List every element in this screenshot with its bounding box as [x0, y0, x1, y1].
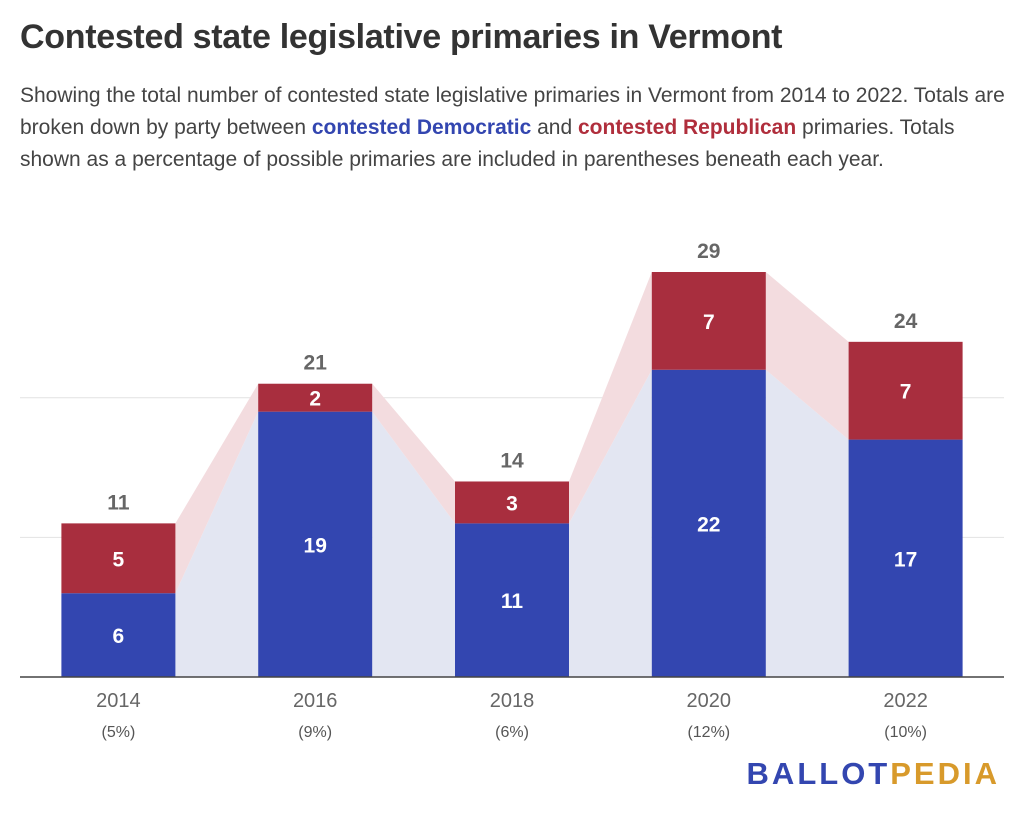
bar-label-democratic: 17 — [894, 548, 917, 571]
bar-democratic — [258, 411, 373, 677]
subtitle-text-2: and — [531, 116, 578, 139]
x-tick-sublabel: (5%) — [102, 724, 136, 741]
bar-democratic — [455, 523, 569, 677]
total-label: 11 — [107, 491, 130, 514]
total-label: 14 — [500, 449, 524, 472]
bar-label-republican: 7 — [703, 311, 715, 334]
bar-republican — [848, 341, 963, 440]
subtitle-text-3: primaries. Totals shown as a percentage … — [20, 116, 955, 171]
bar-label-republican: 3 — [506, 492, 518, 515]
bar-republican — [455, 481, 569, 524]
x-tick-label: 2020 — [687, 690, 732, 712]
x-tick-label: 2014 — [96, 690, 141, 712]
republican-connector-area — [765, 272, 849, 440]
x-tick-sublabel: (10%) — [884, 724, 927, 741]
democratic-connector-area — [765, 369, 849, 677]
chart-title: Contested state legislative primaries in… — [20, 18, 783, 56]
x-tick-label: 2016 — [293, 690, 338, 712]
bar-republican — [651, 272, 766, 370]
x-tick-label: 2022 — [883, 690, 928, 712]
bar-label-republican: 2 — [309, 388, 321, 411]
democratic-connector-area — [175, 411, 259, 677]
logo-text-ballot: BALLOT — [746, 756, 891, 791]
bar-democratic — [61, 593, 176, 677]
ballotpedia-logo: BALLOTPEDIA — [747, 756, 1000, 792]
total-label: 24 — [894, 310, 918, 333]
bar-democratic — [848, 439, 963, 677]
total-label: 21 — [304, 352, 328, 375]
subtitle-text-1: Showing the total number of contested st… — [20, 84, 1005, 139]
bar-label-democratic: 6 — [113, 625, 125, 648]
x-tick-sublabel: (6%) — [495, 724, 529, 741]
subtitle-republican-label: contested Republican — [577, 116, 797, 139]
logo-text-pedia: PEDIA — [890, 756, 1000, 791]
x-tick-label: 2018 — [490, 690, 535, 712]
republican-connector-area — [175, 383, 259, 594]
bar-label-democratic: 22 — [697, 513, 720, 536]
democratic-connector-area — [569, 369, 652, 677]
republican-connector-area — [372, 383, 455, 524]
bar-label-democratic: 19 — [304, 534, 327, 557]
republican-connector-area — [569, 272, 652, 524]
total-label: 29 — [697, 240, 720, 263]
bar-label-democratic: 11 — [501, 590, 524, 613]
subtitle-democratic-label: contested Democratic — [311, 116, 532, 139]
bar-label-republican: 7 — [900, 381, 912, 404]
x-tick-sublabel: (9%) — [298, 724, 332, 741]
bar-label-republican: 5 — [113, 548, 125, 571]
bar-republican — [258, 383, 373, 412]
x-tick-sublabel: (12%) — [687, 724, 730, 741]
chart-subtitle: Showing the total number of contested st… — [20, 80, 1005, 176]
bar-democratic — [651, 369, 766, 677]
democratic-connector-area — [372, 411, 455, 677]
bar-republican — [61, 523, 176, 594]
